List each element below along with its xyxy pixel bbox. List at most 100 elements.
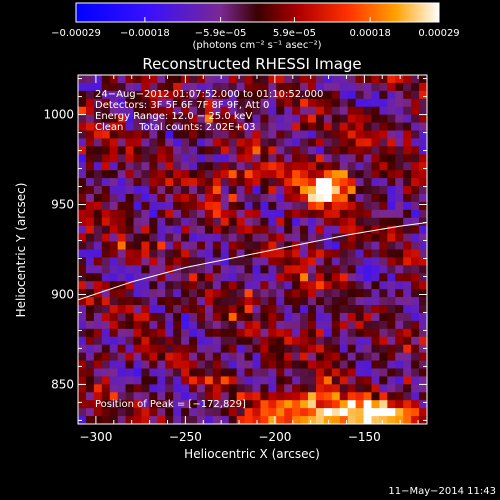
heatmap-cell [411, 209, 420, 219]
heatmap-cell [252, 289, 261, 298]
heatmap-cell [323, 233, 333, 243]
heatmap-cell [78, 416, 87, 424]
heatmap-cell [284, 257, 293, 266]
heatmap-cell [204, 154, 214, 163]
heatmap-cell [252, 336, 261, 346]
heatmap-cell [292, 106, 301, 116]
heatmap-cell [276, 289, 285, 298]
heatmap-cell [117, 305, 127, 314]
heatmap-cell [173, 360, 182, 369]
heatmap-cell [228, 106, 238, 116]
heatmap-cell [181, 320, 190, 330]
heatmap-cell [315, 273, 325, 282]
heatmap-cell [355, 312, 365, 322]
heatmap-cell [292, 186, 301, 195]
heatmap-cell [379, 352, 388, 362]
heatmap-cell [252, 90, 261, 100]
heatmap-cell [157, 289, 166, 298]
heatmap-cell [292, 114, 301, 124]
heatmap-cell [228, 273, 238, 282]
heatmap-cell [157, 257, 166, 266]
heatmap-cell [315, 170, 325, 179]
heatmap-cell [228, 130, 238, 139]
heatmap-cell [189, 122, 198, 132]
heatmap-cell [181, 408, 190, 417]
heatmap-cell [165, 352, 174, 362]
heatmap-cell [173, 344, 182, 354]
heatmap-cell [109, 75, 119, 84]
heatmap-cell [85, 257, 95, 266]
heatmap-cell [93, 400, 103, 409]
heatmap-cell [125, 225, 135, 235]
heatmap-cell [252, 217, 261, 227]
heatmap-cell [181, 265, 190, 274]
heatmap-cell [260, 233, 269, 243]
heatmap-cell [189, 352, 198, 362]
heatmap-cell [284, 249, 293, 258]
heatmap-cell [149, 249, 158, 258]
heatmap-cell [125, 122, 135, 132]
heatmap-cell [149, 360, 158, 369]
heatmap-cell [379, 336, 388, 346]
heatmap-cell [339, 106, 349, 116]
heatmap-cell [101, 297, 111, 306]
heatmap-cell [204, 225, 214, 235]
heatmap-cell [220, 360, 230, 369]
heatmap-cell [252, 312, 261, 322]
heatmap-cell [411, 336, 420, 346]
heatmap-cell [323, 336, 333, 346]
heatmap-cell [157, 312, 166, 322]
heatmap-cell [355, 241, 365, 250]
heatmap-cell [189, 257, 198, 266]
heatmap-cell [236, 217, 246, 227]
heatmap-cell [331, 336, 341, 346]
heatmap-cell [323, 217, 333, 227]
heatmap-cell [315, 82, 325, 92]
heatmap-cell [125, 241, 135, 250]
heatmap-cell [268, 289, 277, 298]
heatmap-cell [109, 257, 119, 266]
heatmap-cell [196, 289, 206, 298]
heatmap-cell [212, 162, 222, 171]
heatmap-cell [189, 281, 198, 290]
heatmap-cell [173, 130, 182, 139]
heatmap-cell [252, 265, 261, 274]
heatmap-cell [284, 122, 293, 132]
heatmap-cell [204, 162, 214, 171]
heatmap-cell [236, 146, 246, 155]
heatmap-cell [268, 209, 277, 219]
heatmap-cell [276, 241, 285, 250]
heatmap-cell [220, 82, 230, 92]
heatmap-cell [363, 201, 372, 211]
heatmap-cell [196, 400, 206, 409]
x-axis-label: Heliocentric X (arcsec) [184, 447, 320, 461]
heatmap-cell [204, 312, 214, 322]
heatmap-cell [165, 146, 174, 155]
heatmap-cell [236, 122, 246, 132]
heatmap-cell [189, 193, 198, 203]
heatmap-cell [268, 257, 277, 266]
heatmap-cell [339, 273, 349, 282]
heatmap-cell [260, 408, 269, 417]
heatmap-cell [244, 352, 253, 362]
heatmap-cell [93, 249, 103, 258]
heatmap-cell [355, 225, 365, 235]
heatmap-cell [125, 257, 135, 266]
heatmap-cell [387, 114, 396, 124]
heatmap-cell [173, 249, 182, 258]
heatmap-cell [228, 408, 238, 417]
heatmap-cell [173, 106, 182, 116]
heatmap-cell [133, 114, 142, 124]
heatmap-cell [395, 273, 404, 282]
heatmap-cell [387, 178, 396, 187]
heatmap-cell [220, 289, 230, 298]
heatmap-cell [157, 106, 166, 116]
heatmap-cell [323, 114, 333, 124]
heatmap-cell [260, 82, 269, 92]
heatmap-cell [260, 416, 269, 424]
heatmap-cell [117, 162, 127, 171]
heatmap-cell [308, 146, 317, 155]
heatmap-cell [220, 273, 230, 282]
heatmap-cell [117, 257, 127, 266]
heatmap-cell [347, 416, 357, 424]
